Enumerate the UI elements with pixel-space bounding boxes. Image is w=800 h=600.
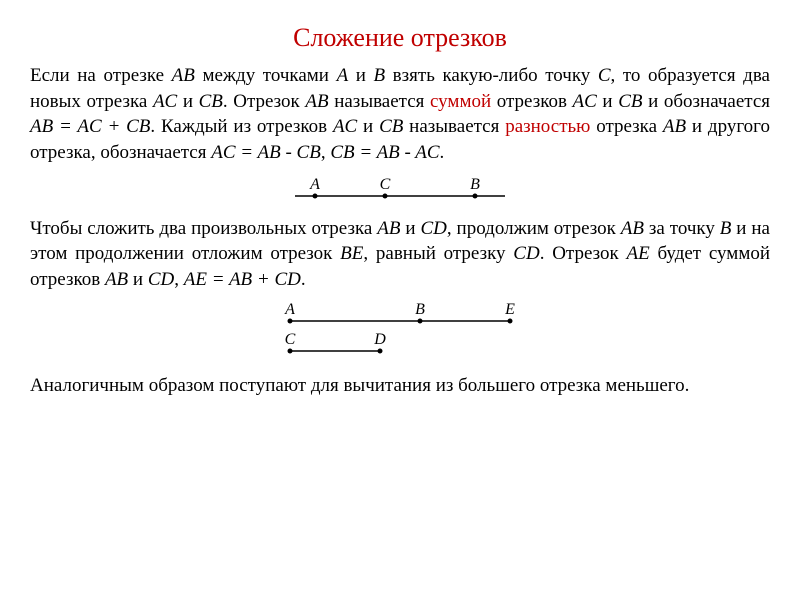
text-run: Аналогичным образом поступают для вычита… bbox=[30, 375, 689, 396]
segment-point bbox=[508, 318, 513, 323]
text-run: суммой bbox=[430, 91, 491, 112]
text-run: разностью bbox=[505, 116, 590, 137]
text-run: Чтобы сложить два произвольных отрезка bbox=[30, 218, 377, 239]
text-run: отрезков bbox=[491, 91, 572, 112]
text-run: и bbox=[357, 116, 379, 137]
text-run: , равный отрезку bbox=[363, 243, 513, 264]
text-run: AC bbox=[333, 116, 357, 137]
text-run: . bbox=[301, 269, 306, 290]
text-run: BE bbox=[340, 243, 363, 264]
text-run: CB bbox=[379, 116, 403, 137]
point-label: C bbox=[380, 176, 391, 193]
text-run: AB = AC + CB bbox=[30, 116, 150, 137]
text-run: B bbox=[374, 65, 386, 86]
text-run: B bbox=[720, 218, 732, 239]
diagram-acb: ACB bbox=[285, 172, 515, 206]
point-label: A bbox=[284, 301, 295, 318]
text-run: CD bbox=[513, 243, 539, 264]
point-label: C bbox=[285, 331, 296, 348]
text-run: , bbox=[321, 142, 331, 163]
text-run: и bbox=[128, 269, 148, 290]
text-run: и обозначается bbox=[642, 91, 770, 112]
text-run: AB bbox=[305, 91, 328, 112]
text-run: . bbox=[440, 142, 445, 163]
text-run: AB bbox=[105, 269, 128, 290]
point-label: E bbox=[504, 301, 515, 318]
segment-point bbox=[378, 348, 383, 353]
text-run: AB bbox=[663, 116, 686, 137]
text-run: CD bbox=[148, 269, 174, 290]
text-run: AC bbox=[153, 91, 177, 112]
segment-point bbox=[418, 318, 423, 323]
text-run: AB bbox=[621, 218, 644, 239]
segment-point bbox=[473, 193, 478, 198]
text-run: и bbox=[177, 91, 198, 112]
text-run: AE bbox=[627, 243, 650, 264]
text-run: A bbox=[337, 65, 349, 86]
text-run: CD bbox=[420, 218, 446, 239]
page-title: Сложение отрезков bbox=[30, 20, 770, 55]
segment-point bbox=[288, 318, 293, 323]
text-run: . Отрезок bbox=[540, 243, 627, 264]
text-run: CB bbox=[199, 91, 223, 112]
text-run: AE = AB + CD bbox=[184, 269, 301, 290]
diagram-abe-cd: A B E C D bbox=[270, 299, 530, 363]
segment-point bbox=[288, 348, 293, 353]
text-run: за точку bbox=[644, 218, 720, 239]
text-run: , продолжим отрезок bbox=[447, 218, 621, 239]
text-run: между точками bbox=[195, 65, 337, 86]
segment-point bbox=[313, 193, 318, 198]
text-run: , bbox=[174, 269, 184, 290]
paragraph-2: Чтобы сложить два произвольных отрезка A… bbox=[30, 216, 770, 293]
point-label: B bbox=[470, 176, 480, 193]
point-label: B bbox=[415, 301, 425, 318]
text-run: и bbox=[348, 65, 373, 86]
text-run: Если на отрезке bbox=[30, 65, 172, 86]
paragraph-1: Если на отрезке AB между точками A и B в… bbox=[30, 63, 770, 166]
text-run: AB bbox=[377, 218, 400, 239]
text-run: CB bbox=[618, 91, 642, 112]
paragraph-3: Аналогичным образом поступают для вычита… bbox=[30, 373, 770, 399]
point-label: D bbox=[373, 331, 386, 348]
text-run: отрезка bbox=[590, 116, 663, 137]
text-run: называется bbox=[403, 116, 505, 137]
text-run: называется bbox=[329, 91, 430, 112]
text-run: . Каждый из отрезков bbox=[150, 116, 333, 137]
text-run: CB = AB - AC bbox=[330, 142, 439, 163]
text-run: и bbox=[597, 91, 618, 112]
text-run: взять какую-либо точку bbox=[385, 65, 598, 86]
text-run: AB bbox=[172, 65, 195, 86]
point-label: A bbox=[309, 176, 320, 193]
text-run: AC = AB - CB bbox=[211, 142, 321, 163]
segment-point bbox=[383, 193, 388, 198]
text-run: . Отрезок bbox=[223, 91, 306, 112]
text-run: AC bbox=[573, 91, 597, 112]
text-run: C bbox=[598, 65, 611, 86]
text-run: и bbox=[400, 218, 420, 239]
